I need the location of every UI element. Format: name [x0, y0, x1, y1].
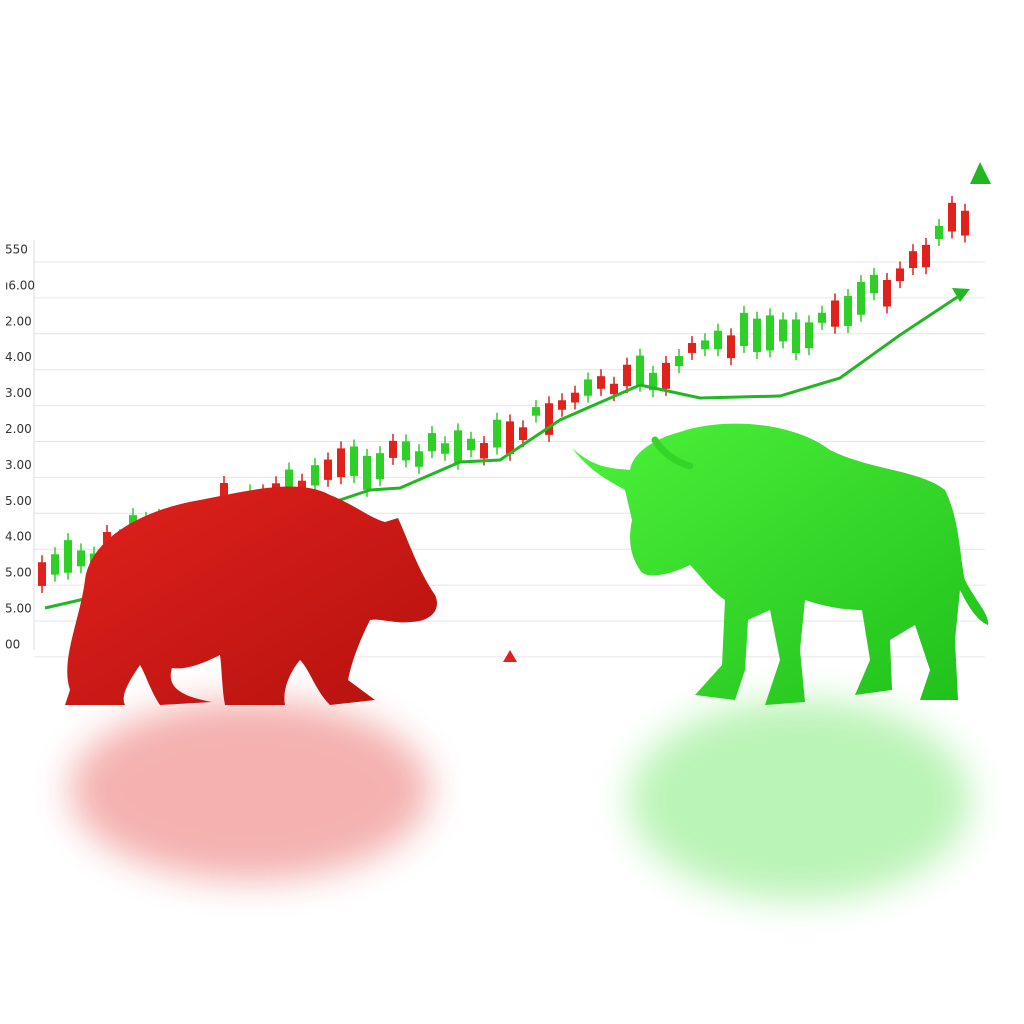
candle-body: [701, 340, 709, 350]
candle-body: [506, 421, 514, 454]
candle-body: [64, 540, 72, 573]
candle-body: [480, 443, 488, 459]
candle-body: [454, 430, 462, 463]
candle-body: [376, 453, 384, 480]
candle-body: [740, 312, 748, 346]
candle-body: [636, 355, 644, 385]
candle-body: [402, 441, 410, 461]
candle-body: [623, 364, 631, 387]
axis-label: 5.00: [5, 602, 32, 616]
candle-body: [883, 280, 891, 307]
candle-body: [896, 268, 904, 282]
candle-body: [597, 376, 605, 389]
candle-body: [831, 300, 839, 327]
candle-body: [753, 318, 761, 353]
reflections: [70, 700, 970, 900]
candle-body: [519, 427, 527, 441]
axis-label: 5.00: [5, 566, 32, 580]
candle-body: [415, 451, 423, 467]
candle-body: [584, 379, 592, 396]
candle-body: [766, 315, 774, 351]
axis-label: 5.00: [5, 494, 32, 508]
candle-body: [389, 440, 397, 458]
candle-body: [779, 319, 787, 342]
candle-body: [285, 469, 293, 497]
axis-label: 4.00: [5, 530, 32, 544]
axis-label: 4.00: [5, 350, 32, 364]
candle-body: [545, 403, 553, 435]
bull: [572, 423, 989, 705]
candle-body: [662, 362, 670, 389]
candle-body: [571, 392, 579, 403]
candle-body: [792, 319, 800, 354]
candle-body: [610, 383, 618, 395]
small-triangle: [503, 650, 517, 662]
candle-body: [649, 372, 657, 391]
candle-body: [857, 282, 865, 315]
candle-body: [324, 459, 332, 480]
bear: [65, 486, 438, 705]
axis-label: 00: [5, 637, 20, 651]
candle-body: [714, 330, 722, 350]
candle-body: [337, 448, 345, 478]
candle-body: [961, 210, 969, 236]
axis-label: 3.00: [5, 386, 32, 400]
candle-body: [311, 465, 319, 486]
candle-body: [350, 446, 358, 476]
candle-body: [844, 296, 852, 326]
candle-body: [467, 438, 475, 451]
axis-label: 550: [5, 243, 28, 257]
trend-arrow: [952, 288, 970, 302]
candle-body: [38, 562, 46, 586]
candle-body: [363, 455, 371, 490]
candle-body: [870, 274, 878, 294]
candle-body: [441, 443, 449, 454]
candle-body: [558, 400, 566, 410]
candle-body: [805, 322, 813, 349]
candle-body: [922, 244, 930, 268]
candle-body: [909, 251, 917, 269]
trend-line: [44, 290, 966, 610]
candle-body: [675, 356, 683, 367]
candle-body: [818, 312, 826, 323]
candle-body: [493, 419, 501, 448]
candle-body: [77, 550, 85, 567]
candle-body: [948, 202, 956, 232]
axis-label: 3.00: [5, 458, 32, 472]
candle-body: [532, 407, 540, 416]
axis-label: 2.00: [5, 314, 32, 328]
axis-label: 2.00: [5, 422, 32, 436]
candle-body: [688, 343, 696, 353]
axis-labels: 550 ı6.00 2.00 4.00 3.00 2.00 3.00 5.00 4.00 5.00…: [5, 243, 35, 652]
candle-body: [51, 554, 59, 575]
up-triangle: [970, 162, 991, 184]
candle-body: [935, 225, 943, 240]
candle-body: [428, 433, 436, 452]
axis-label: ı6.00: [5, 278, 35, 292]
candle-body: [727, 335, 735, 359]
bull-horn: [651, 436, 694, 470]
